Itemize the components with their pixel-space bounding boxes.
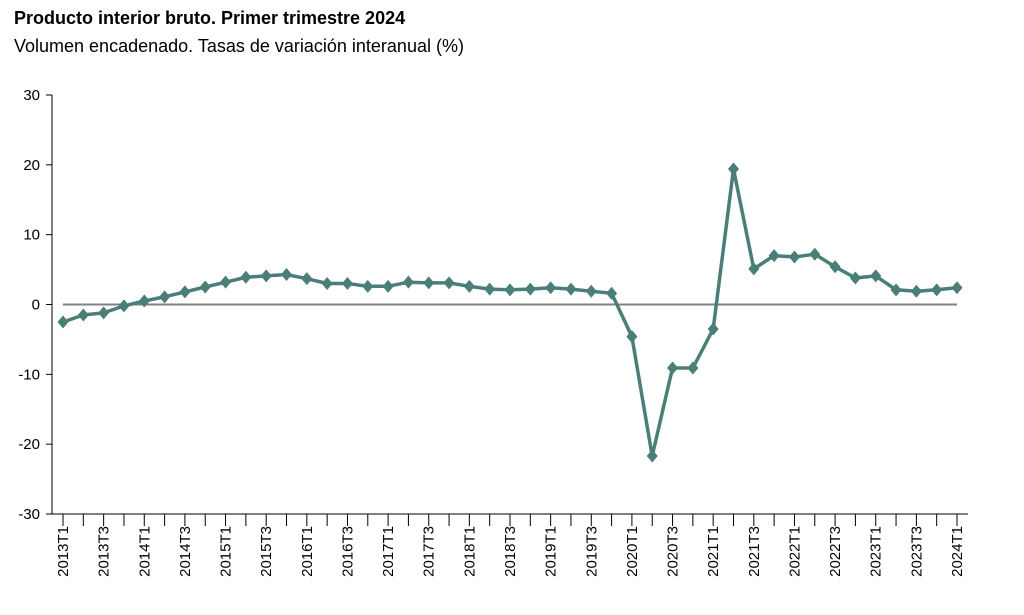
y-tick-label: -10 [18,366,40,383]
data-point-marker [118,299,130,313]
data-point-marker [870,269,882,283]
data-point-marker [606,286,618,300]
data-point-marker [321,277,333,291]
data-point-marker [565,282,577,296]
data-point-marker [626,330,638,344]
data-point-marker [910,284,922,298]
x-tick-label: 2016T1 [299,526,316,577]
x-tick-label: 2017T1 [380,526,397,577]
data-point-marker [788,250,800,264]
y-tick-label: 0 [32,297,40,314]
data-point-marker [138,294,150,308]
x-tick-label: 2020T3 [665,526,682,577]
y-tick-label: -20 [18,436,40,453]
x-tick-label: 2016T3 [339,526,356,577]
series-gdp [57,162,963,463]
data-point-marker [443,276,455,290]
data-point-marker [849,271,861,285]
data-point-marker [362,279,374,293]
data-point-marker [829,260,841,274]
data-point-marker [545,281,557,295]
data-point-marker [931,283,943,297]
data-point-marker [748,262,760,276]
data-point-marker [301,272,313,286]
y-tick-label: 10 [23,227,40,244]
data-point-marker [890,283,902,297]
data-point-marker [951,281,963,295]
data-point-marker [179,285,191,299]
x-tick-label: 2015T1 [218,526,235,577]
x-tick-label: 2014T3 [177,526,194,577]
data-point-marker [463,279,475,293]
x-tick-label: 2023T3 [908,526,925,577]
data-point-marker [727,162,740,176]
data-point-marker [402,275,414,289]
data-point-marker [646,449,658,463]
x-tick-label: 2013T1 [55,526,72,577]
data-point-marker [524,282,536,296]
data-point-marker [57,315,69,329]
data-point-marker [687,361,699,375]
x-tick-label: 2013T3 [96,526,113,577]
data-point-marker [280,267,293,281]
data-point-marker [382,279,394,293]
data-point-marker [585,284,597,298]
chart-subtitle: Volumen encadenado. Tasas de variación i… [14,36,464,56]
chart-title: Producto interior bruto. Primer trimestr… [14,8,406,28]
data-point-marker [667,361,679,375]
y-axis: 30 20 10 0 -10 -20 -30 [18,87,53,523]
x-tick-label: 2019T3 [583,526,600,577]
data-point-marker [199,280,211,294]
x-tick-label: 2017T3 [421,526,438,577]
data-point-marker [220,275,232,289]
data-point-marker [240,270,252,284]
x-tick-label: 2021T1 [705,526,722,577]
x-axis: 2013T1 2013T3 2014T1 2014T3 2015T1 2015T3 2016… [52,513,968,577]
data-point-marker [98,306,110,320]
x-tick-label: 2018T3 [502,526,519,577]
x-tick-label: 2020T1 [624,526,641,577]
data-point-marker [504,283,516,297]
data-point-marker [423,276,435,290]
x-tick-label: 2015T3 [258,526,275,577]
series-line [62,167,958,458]
y-tick-label: 30 [23,87,40,104]
x-tick-label: 2014T1 [136,526,153,577]
data-point-marker [707,322,719,336]
data-point-marker [159,290,171,304]
data-point-marker [768,249,780,263]
data-point-marker [809,247,821,261]
x-tick-label: 2023T1 [868,526,885,577]
x-tick-label: 2019T1 [543,526,560,577]
data-point-marker [484,282,496,296]
x-tick-label: 2022T1 [786,526,803,577]
data-point-marker [260,269,272,283]
x-tick-label: 2021T3 [746,526,763,577]
y-tick-label: 20 [23,157,40,174]
data-point-marker [77,308,89,322]
data-point-marker [341,277,353,291]
x-tick-label: 2024T1 [949,526,966,577]
x-tick-label: 2018T1 [461,526,478,577]
x-tick-label: 2022T3 [827,526,844,577]
y-tick-label: -30 [18,506,40,523]
